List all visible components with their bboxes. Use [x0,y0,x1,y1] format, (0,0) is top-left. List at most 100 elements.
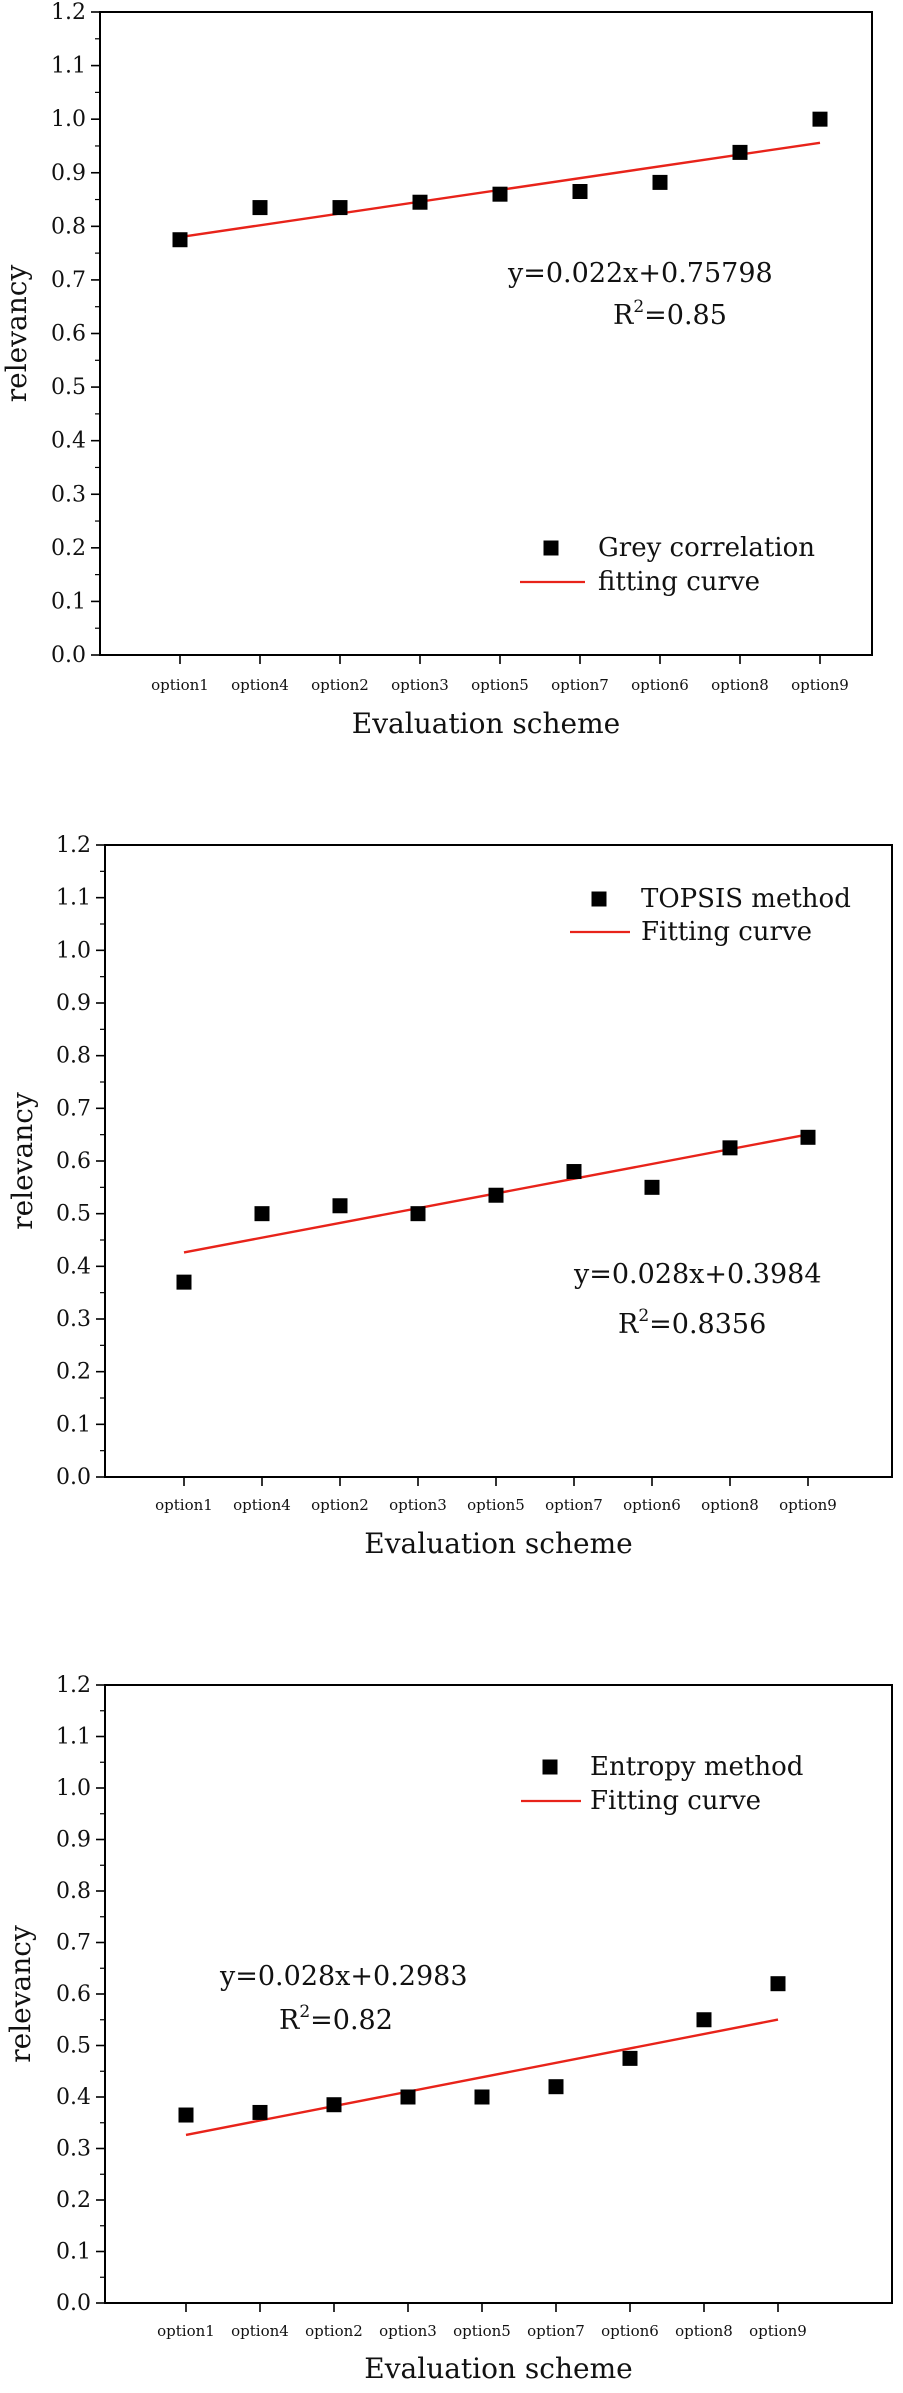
y-tick-label: 0.8 [56,1044,91,1069]
y-axis-label: relevancy [0,265,33,403]
x-tick-label: option7 [551,676,609,694]
y-tick-label: 0.2 [51,536,86,561]
data-point [474,2089,490,2105]
data-point [252,200,268,216]
legend-marker [591,891,607,907]
y-tick-label: 0.3 [56,1307,91,1332]
x-tick-label: option5 [467,1496,525,1514]
y-tick-label: 1.0 [51,107,86,132]
r-squared-value: =0.8356 [649,1309,766,1340]
y-tick-label: 0.0 [56,2291,91,2316]
r-squared-value: =0.85 [644,300,727,331]
y-tick-label: 0.6 [51,322,86,347]
x-axis-label: Evaluation scheme [364,1527,632,1560]
fit-equation: y=0.028x+0.3984 [573,1259,822,1290]
y-tick-label: 0.6 [56,1982,91,2007]
x-tick-label: option5 [453,2322,511,2340]
y-tick-label: 0.3 [51,482,86,507]
data-point [572,184,588,200]
topsis-chart: 0.0 0.1 0.2 0.3 0.4 0.5 0.6 0.7 0.8 0.9 1.0 1.1 1.2 o… [6,833,893,1560]
x-tick-label: option3 [389,1496,447,1514]
data-point [488,1187,504,1203]
y-tick-label: 1.1 [56,1725,91,1750]
y-tick-label: 0.5 [56,1202,91,1227]
y-tick-label: 0.9 [51,161,86,186]
x-tick-label: option7 [545,1496,603,1514]
data-point [176,1274,192,1290]
data-point [332,200,348,216]
y-tick-label: 0.9 [56,1828,91,1853]
x-tick-label: option1 [155,1496,213,1514]
data-point [326,2097,342,2113]
x-tick-label: option7 [527,2322,585,2340]
r-squared-prefix: R [613,300,634,331]
data-point [812,111,828,127]
y-tick-label: 0.8 [51,214,86,239]
y-tick-label: 1.0 [56,938,91,963]
data-point [652,174,668,190]
y-tick-label: 0.4 [51,429,86,454]
y-axis-label: relevancy [6,1092,39,1230]
r-squared-sup: 2 [299,2002,310,2022]
data-point [696,2012,712,2028]
y-tick-label: 1.2 [56,833,91,858]
x-tick-label: option8 [711,676,769,694]
y-tick-label: 0.1 [56,1412,91,1437]
data-point [800,1129,816,1145]
data-point [722,1140,738,1156]
y-tick-label: 0.0 [56,1465,91,1490]
y-tick-label: 0.7 [51,268,86,293]
x-tick-label: option6 [623,1496,681,1514]
x-tick-label: option6 [631,676,689,694]
y-tick-label: 1.0 [56,1776,91,1801]
y-tick-label: 0.8 [56,1879,91,1904]
x-tick-label: option9 [779,1496,837,1514]
entropy-chart: 0.0 0.1 0.2 0.3 0.4 0.5 0.6 0.7 0.8 0.9 1.0 1.1 1.2 o… [4,1673,893,2385]
x-tick-label: option1 [151,676,209,694]
y-tick-label: 0.2 [56,1360,91,1385]
x-tick-label: option1 [157,2322,215,2340]
legend-fit-label: Fitting curve [641,917,812,947]
r-squared-sup: 2 [633,297,644,317]
x-tick-label: option4 [231,2322,289,2340]
data-point [492,186,508,202]
data-point [644,1179,660,1195]
x-tick-label: option9 [791,676,849,694]
r-squared-prefix: R [618,1309,639,1340]
data-point [412,194,428,210]
y-tick-label: 0.5 [56,2034,91,2059]
y-tick-label: 0.9 [56,991,91,1016]
x-axis-label: Evaluation scheme [364,2352,632,2385]
x-axis-label: Evaluation scheme [352,707,620,740]
x-tick-label: option5 [471,676,529,694]
y-tick-label: 0.5 [51,375,86,400]
legend-marker [542,1759,558,1775]
y-tick-label: 0.1 [51,589,86,614]
x-tick-label: option3 [391,676,449,694]
y-tick-label: 0.0 [51,643,86,668]
x-tick-label: option2 [311,676,369,694]
y-axis-label: relevancy [4,1925,37,2063]
fit-equation: y=0.022x+0.75798 [507,258,773,289]
y-tick-label: 1.2 [56,1673,91,1698]
data-point [732,144,748,160]
fit-line [185,2018,779,2137]
x-tick-label: option8 [701,1496,759,1514]
data-point [410,1206,426,1222]
x-tick-label: option2 [311,1496,369,1514]
data-point [400,2089,416,2105]
x-tick-label: option4 [233,1496,291,1514]
legend-series-label: Grey correlation [598,533,815,563]
y-tick-label: 0.4 [56,2085,91,2110]
r-squared-prefix: R [279,2005,300,2036]
data-point [566,1164,582,1180]
grey-correlation-chart: 0.0 0.1 0.2 0.3 0.4 0.5 0.6 0.7 0.8 0.9 1.0 1.1 1.2 o… [0,0,873,740]
y-tick-label: 0.2 [56,2188,91,2213]
y-tick-label: 1.2 [51,0,86,25]
legend-series-label: Entropy method [590,1752,803,1782]
legend-series-label: TOPSIS method [641,884,851,914]
x-tick-label: option2 [305,2322,363,2340]
x-tick-label: option6 [601,2322,659,2340]
y-tick-label: 1.1 [51,54,86,79]
